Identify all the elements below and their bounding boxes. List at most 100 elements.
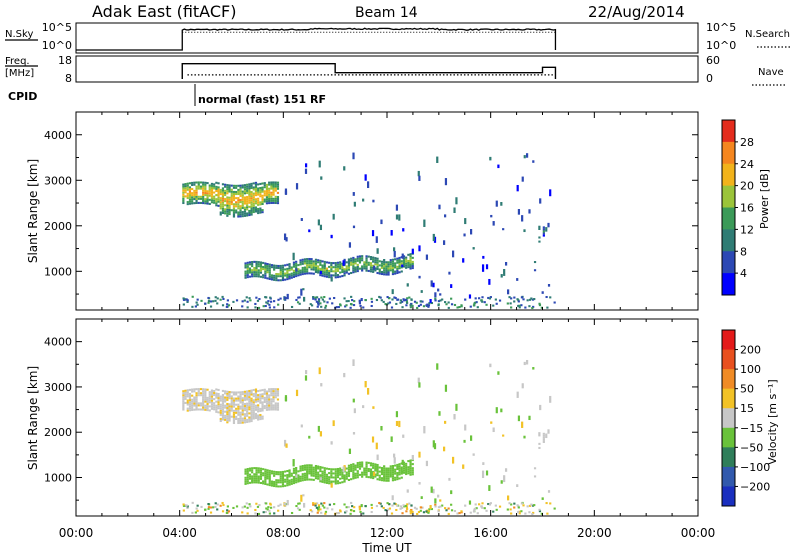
velocity-echo-cell <box>235 403 238 406</box>
velocity-echo-cell <box>422 511 426 514</box>
velocity-echo-cell <box>263 400 266 404</box>
power-echo-cell <box>411 262 414 266</box>
power-echo-cell <box>246 274 249 277</box>
velocity-echo-cell <box>243 394 247 397</box>
velocity-echo-cell <box>417 377 420 383</box>
power-echo-cell <box>356 268 359 271</box>
power-echo-cell <box>254 206 258 209</box>
power-echo-cell <box>195 193 198 196</box>
velocity-echo-cell <box>248 400 251 403</box>
nsky-tick-top: 10^5 <box>42 21 72 34</box>
velocity-echo-cell <box>347 478 351 481</box>
power-echo-cell <box>204 302 207 305</box>
power-echo-cell <box>376 265 379 268</box>
power-echo-cell <box>210 186 214 189</box>
velocity-echo-cell <box>250 407 253 410</box>
power-echo-cell <box>387 273 390 276</box>
velocity-echo-cell <box>199 408 203 411</box>
velocity-echo-cell <box>323 471 326 474</box>
power-echo-cell <box>347 272 351 275</box>
power-echo-cell <box>269 300 273 303</box>
velocity-echo-cell <box>275 483 278 486</box>
power-echo-cell <box>542 232 545 235</box>
power-echo-cell <box>319 274 322 277</box>
velocity-echo-cell <box>504 468 508 472</box>
power-echo-cell <box>265 183 269 186</box>
power-echo-cell <box>352 265 355 268</box>
power-echo-cell <box>405 266 408 269</box>
power-echo-cell <box>314 262 318 265</box>
power-echo-cell <box>226 212 229 215</box>
power-echo-cell <box>250 195 253 198</box>
velocity-echo-cell <box>241 506 244 509</box>
velocity-echo-cell <box>442 446 446 452</box>
velocity-echo-cell <box>228 417 231 420</box>
velocity-echo-cell <box>418 382 421 388</box>
velocity-echo-cell <box>230 391 233 394</box>
velocity-echo-cell <box>237 395 240 398</box>
power-echo-cell <box>235 193 238 196</box>
velocity-echo-cell <box>265 398 269 401</box>
power-echo-cell <box>317 219 320 226</box>
velocity-echo-cell <box>256 505 260 508</box>
velocity-echo-cell <box>303 478 307 481</box>
velocity-echo-cell <box>281 472 285 475</box>
velocity-echo-cell <box>321 472 324 475</box>
velocity-echo-cell <box>254 508 257 512</box>
velocity-echo-cell <box>204 400 207 403</box>
power-echo-cell <box>270 181 273 184</box>
velocity-echo-cell <box>182 504 186 507</box>
velocity-echo-cell <box>356 470 359 473</box>
velocity-echo-cell <box>272 400 275 403</box>
power-echo-cell <box>309 303 312 306</box>
power-echo-cell <box>232 197 236 200</box>
velocity-echo-cell <box>288 473 291 476</box>
velocity-echo-cell <box>184 389 187 392</box>
power-echo-cell <box>257 199 260 202</box>
x-tick-label: 08:00 <box>266 526 301 540</box>
velocity-echo-cell <box>349 509 353 512</box>
velocity-echo-cell <box>257 390 260 393</box>
power-echo-cell <box>407 253 410 256</box>
power-echo-cell <box>248 275 252 278</box>
velocity-echo-cell <box>235 505 239 508</box>
velocity-echo-cell <box>221 404 225 407</box>
power-echo-cell <box>460 304 463 307</box>
velocity-echo-cell <box>395 508 398 512</box>
velocity-echo-cell <box>251 477 254 480</box>
power-echo-cell <box>295 268 298 272</box>
velocity-echo-cell <box>332 420 335 427</box>
velocity-echo-cell <box>394 470 397 473</box>
velocity-echo-cell <box>306 478 309 481</box>
power-echo-cell <box>215 185 218 188</box>
velocity-echo-cell <box>332 480 335 483</box>
power-echo-cell <box>334 274 337 277</box>
power-echo-cell <box>274 201 277 205</box>
velocity-echo-cell <box>248 408 251 411</box>
power-echo-cell <box>274 181 277 184</box>
power-echo-cell <box>361 269 364 272</box>
power-echo-cell <box>270 199 273 202</box>
velocity-echo-cell <box>197 388 200 391</box>
velocity-echo-cell <box>528 504 532 507</box>
power-echo-cell <box>334 268 337 271</box>
power-echo-cell <box>272 189 275 192</box>
power-echo-cell <box>228 184 231 187</box>
power-echo-cell <box>365 269 368 272</box>
velocity-echo-cell <box>365 467 368 470</box>
power-echo-cell <box>425 304 428 307</box>
velocity-echo-cell <box>295 474 298 478</box>
velocity-echo-cell <box>241 403 244 406</box>
power-echo-cell <box>251 275 254 278</box>
velocity-echo-cell <box>532 511 535 514</box>
velocity-echo-cell <box>396 504 399 507</box>
power-echo-cell <box>352 225 356 229</box>
velocity-echo-cell <box>314 477 318 480</box>
power-echo-cell <box>365 257 368 260</box>
power-echo-cell <box>447 301 450 304</box>
velocity-echo-cell <box>261 389 264 392</box>
power-echo-cell <box>206 198 209 201</box>
power-echo-cell <box>352 263 355 266</box>
power-echo-cell <box>273 276 276 279</box>
power-echo-cell <box>188 190 192 193</box>
